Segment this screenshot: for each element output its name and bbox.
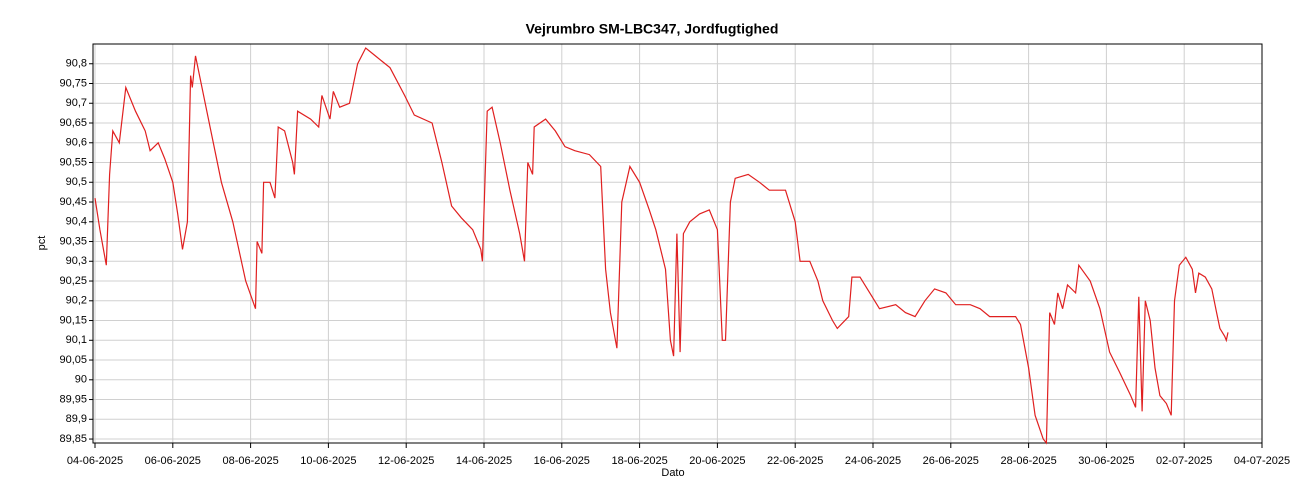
x-tick-label: 08-06-2025 (222, 455, 278, 467)
y-tick-label: 90,4 (66, 216, 87, 228)
x-tick-label: 18-06-2025 (611, 455, 667, 467)
y-tick-label: 90,45 (59, 196, 87, 208)
x-tick-label: 24-06-2025 (845, 455, 901, 467)
x-tick-label: 26-06-2025 (923, 455, 979, 467)
x-tick-label: 22-06-2025 (767, 455, 823, 467)
y-axis-label: pct (36, 236, 48, 251)
y-tick-label: 90,3 (66, 255, 87, 267)
plot-frame (92, 43, 1263, 444)
x-tick-label: 04-06-2025 (67, 455, 123, 467)
y-tick-label: 89,9 (66, 413, 87, 425)
x-tick-label: 28-06-2025 (1000, 455, 1056, 467)
x-tick-label: 04-07-2025 (1234, 455, 1290, 467)
y-tick-label: 90 (75, 374, 87, 386)
x-tick-label: 30-06-2025 (1078, 455, 1134, 467)
y-tick-label: 90,55 (59, 156, 87, 168)
y-tick-label: 90,65 (59, 117, 87, 129)
chart-title: Vejrumbro SM-LBC347, Jordfugtighed (526, 21, 779, 37)
data-line (94, 47, 1229, 445)
x-tick-label: 16-06-2025 (534, 455, 590, 467)
x-tick-label: 12-06-2025 (378, 455, 434, 467)
y-tick-label: 90,5 (66, 176, 87, 188)
y-tick-label: 90,25 (59, 275, 87, 287)
y-tick-label: 90,05 (59, 354, 87, 366)
y-tick-label: 90,6 (66, 137, 87, 149)
x-tick-label: 10-06-2025 (300, 455, 356, 467)
x-tick-label: 06-06-2025 (145, 455, 201, 467)
y-tick-label: 90,75 (59, 77, 87, 89)
x-tick-label: 02-07-2025 (1156, 455, 1212, 467)
x-tick-label: 14-06-2025 (456, 455, 512, 467)
y-tick-label: 90,1 (66, 334, 87, 346)
x-tick-label: 20-06-2025 (689, 455, 745, 467)
y-tick-label: 89,95 (59, 393, 87, 405)
y-tick-label: 90,7 (66, 97, 87, 109)
y-tick-label: 90,8 (66, 58, 87, 70)
y-tick-label: 89,85 (59, 433, 87, 445)
y-tick-label: 90,35 (59, 235, 87, 247)
x-axis-label: Dato (661, 467, 684, 479)
y-tick-label: 90,2 (66, 295, 87, 307)
y-tick-label: 90,15 (59, 314, 87, 326)
